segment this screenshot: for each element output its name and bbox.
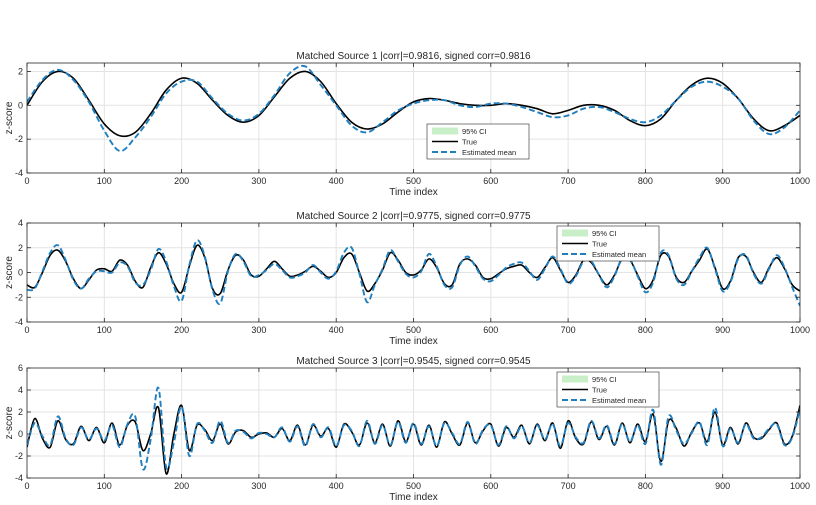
- legend-item-true: True: [562, 240, 607, 249]
- legend-item-ci: 95% CI: [562, 375, 617, 384]
- y-tick-label: -2: [15, 292, 23, 302]
- legend-item-estimated-mean: Estimated mean: [432, 148, 516, 157]
- x-tick-label: 300: [251, 481, 266, 491]
- x-axis-label: Time index: [389, 336, 438, 347]
- x-tick-label: 900: [715, 325, 730, 335]
- x-tick-label: 100: [97, 325, 112, 335]
- x-tick-label: 800: [638, 176, 653, 186]
- x-tick-label: 1000: [790, 325, 810, 335]
- subplot-title: Matched Source 1 |corr|=0.9816, signed c…: [296, 51, 531, 62]
- legend-label: Estimated mean: [462, 148, 516, 157]
- y-tick-label: 4: [18, 385, 23, 395]
- x-tick-label: 200: [174, 481, 189, 491]
- x-tick-label: 200: [174, 176, 189, 186]
- series-group: [27, 64, 800, 152]
- x-axis-label: Time index: [389, 492, 438, 503]
- x-tick-label: 1000: [790, 176, 810, 186]
- x-tick-label: 700: [561, 325, 576, 335]
- x-tick-label: 700: [561, 481, 576, 491]
- x-tick-label: 900: [715, 176, 730, 186]
- x-tick-label: 300: [251, 325, 266, 335]
- legend-label: 95% CI: [462, 127, 487, 136]
- x-tick-label: 800: [638, 481, 653, 491]
- x-tick-label: 600: [483, 481, 498, 491]
- legend-swatch-ci: [562, 375, 588, 383]
- x-tick-label: 1000: [790, 481, 810, 491]
- legend-swatch-ci: [432, 127, 458, 135]
- x-tick-label: 0: [24, 325, 29, 335]
- x-tick-label: 800: [638, 325, 653, 335]
- y-tick-label: -2: [15, 451, 23, 461]
- x-tick-label: 600: [483, 176, 498, 186]
- legend-label: Estimated mean: [592, 396, 646, 405]
- legend-item-ci: 95% CI: [562, 229, 617, 238]
- y-tick-label: 0: [18, 429, 23, 439]
- x-tick-label: 300: [251, 176, 266, 186]
- legend-label: True: [592, 240, 607, 249]
- legend-item-estimated-mean: Estimated mean: [562, 250, 646, 259]
- subplot-1: 0 100 200 300 400 500 600 700 800 900 1000 -4 -2 0 2 Ma…: [4, 51, 810, 198]
- legend-label: 95% CI: [592, 229, 617, 238]
- x-axis-label: Time index: [389, 187, 438, 198]
- x-tick-label: 500: [406, 176, 421, 186]
- series-group: [27, 386, 800, 475]
- x-tick-label: 500: [406, 325, 421, 335]
- x-tick-label: 100: [97, 176, 112, 186]
- x-tick-label: 600: [483, 325, 498, 335]
- y-tick-label: 4: [18, 218, 23, 228]
- y-tick-label: 2: [18, 407, 23, 417]
- y-axis-label: z-score: [4, 406, 15, 439]
- x-tick-label: 500: [406, 481, 421, 491]
- y-tick-label: 6: [18, 363, 23, 373]
- x-tick-label: 0: [24, 176, 29, 186]
- y-axis-label: z-score: [4, 256, 15, 289]
- series-line-estimated-mean: [27, 239, 800, 307]
- x-tick-label: 0: [24, 481, 29, 491]
- x-tick-label: 100: [97, 481, 112, 491]
- legend-swatch-ci: [562, 229, 588, 237]
- legend-item-true: True: [562, 386, 607, 395]
- series-group: [27, 239, 800, 307]
- x-tick-label: 900: [715, 481, 730, 491]
- subplot-title: Matched Source 3 |corr|=0.9545, signed c…: [296, 356, 531, 367]
- x-tick-label: 400: [329, 325, 344, 335]
- y-tick-label: 2: [18, 243, 23, 253]
- series-line-estimated-mean: [27, 386, 800, 471]
- y-tick-label: -4: [15, 473, 23, 483]
- legend-label: True: [462, 138, 477, 147]
- legend-label: 95% CI: [592, 375, 617, 384]
- y-tick-label: 0: [18, 268, 23, 278]
- y-tick-label: 0: [18, 100, 23, 110]
- y-tick-label: -4: [15, 168, 23, 178]
- legend-label: True: [592, 386, 607, 395]
- x-tick-label: 400: [329, 176, 344, 186]
- y-tick-label: -2: [15, 134, 23, 144]
- x-tick-label: 200: [174, 325, 189, 335]
- legend-item-ci: 95% CI: [432, 127, 487, 136]
- legend-item-true: True: [432, 138, 477, 147]
- y-tick-label: 2: [18, 66, 23, 76]
- subplot-title: Matched Source 2 |corr|=0.9775, signed c…: [296, 211, 531, 222]
- series-line-estimated-mean: [27, 64, 800, 152]
- legend-label: Estimated mean: [592, 250, 646, 259]
- y-tick-label: -4: [15, 317, 23, 327]
- subplot-2: 0 100 200 300 400 500 600 700 800 900 1000 -4 -2 0 2 4 M…: [4, 211, 810, 347]
- x-tick-label: 700: [561, 176, 576, 186]
- subplots: 0 100 200 300 400 500 600 700 800 900 1000-4-202Ma…: [4, 51, 810, 503]
- legend-item-estimated-mean: Estimated mean: [562, 396, 646, 405]
- subplot-3: 0 100 200 300 400 500 600 700 800 900 1000 -4 -2 0 2 4 6…: [4, 356, 810, 503]
- x-tick-label: 400: [329, 481, 344, 491]
- y-axis-label: z-score: [4, 101, 15, 134]
